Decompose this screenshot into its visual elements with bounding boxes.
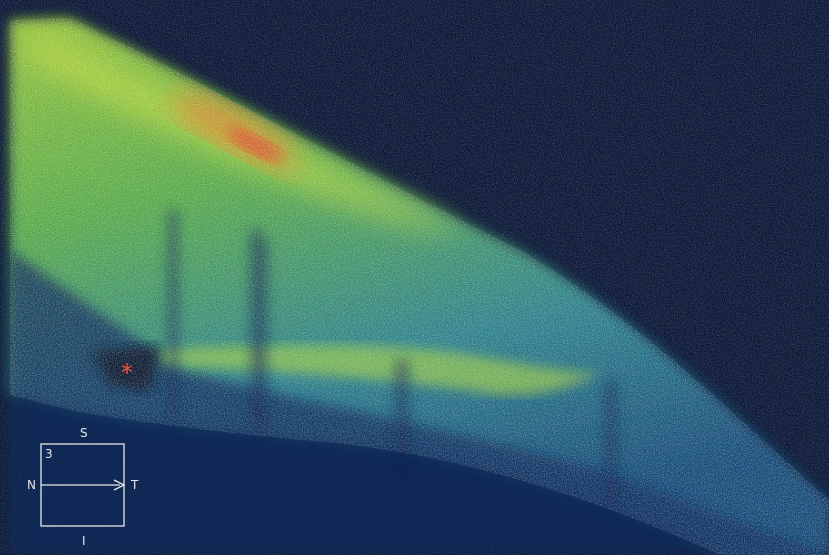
orientation-superior: S bbox=[80, 426, 88, 440]
orientation-inferior: I bbox=[82, 534, 86, 548]
tissue-speckle bbox=[10, 18, 829, 555]
red-asterisk-marker: * bbox=[121, 359, 133, 387]
scan-number: 3 bbox=[45, 447, 53, 461]
lower-tissue bbox=[10, 250, 829, 555]
arrow-head-icon bbox=[113, 479, 126, 491]
orientation-nasal: N bbox=[27, 478, 36, 492]
orientation-temporal: T bbox=[131, 478, 139, 492]
